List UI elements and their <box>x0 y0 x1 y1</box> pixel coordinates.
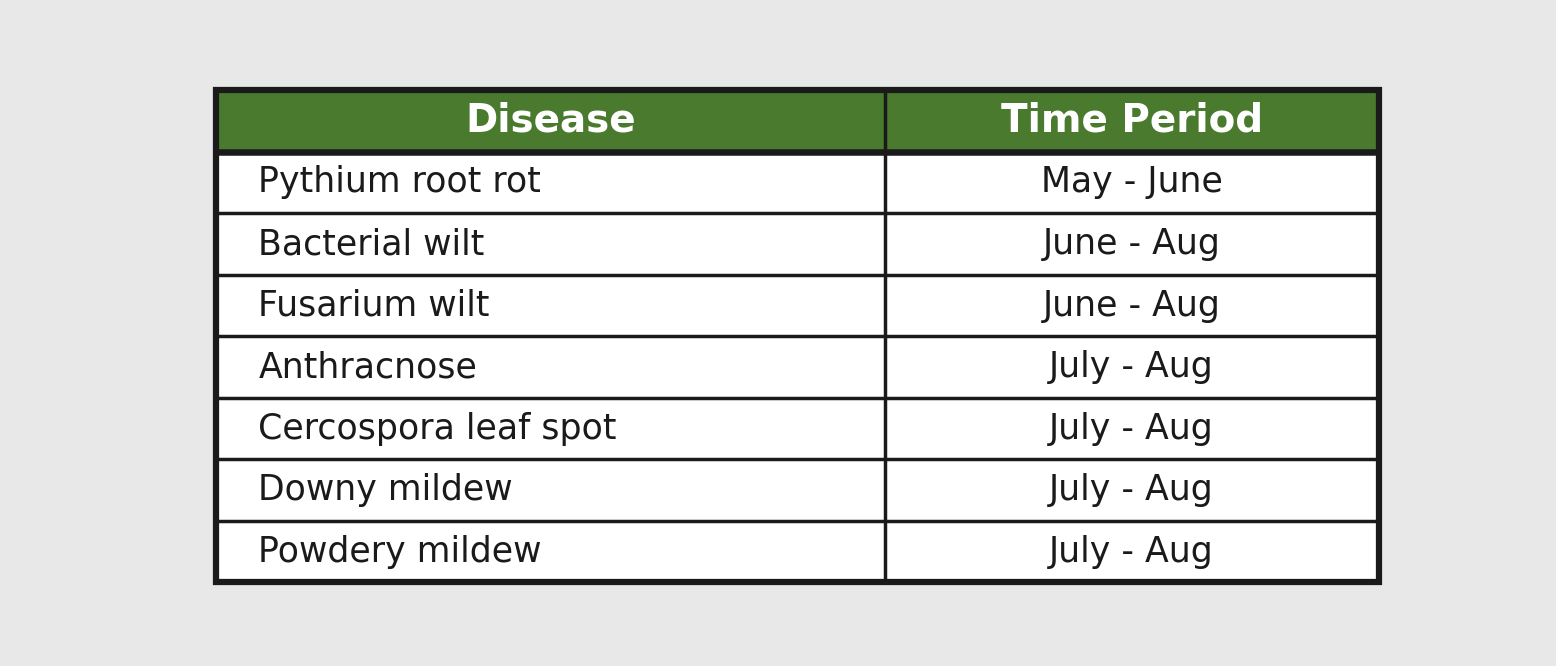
Text: Cercospora leaf spot: Cercospora leaf spot <box>258 412 616 446</box>
Text: July - Aug: July - Aug <box>1049 412 1214 446</box>
Text: Powdery mildew: Powdery mildew <box>258 535 541 569</box>
Text: July - Aug: July - Aug <box>1049 350 1214 384</box>
Text: July - Aug: July - Aug <box>1049 473 1214 507</box>
Text: July - Aug: July - Aug <box>1049 535 1214 569</box>
Text: Fusarium wilt: Fusarium wilt <box>258 288 490 322</box>
Text: June - Aug: June - Aug <box>1043 227 1220 261</box>
Text: June - Aug: June - Aug <box>1043 288 1220 322</box>
Text: Disease: Disease <box>465 102 636 140</box>
Text: Anthracnose: Anthracnose <box>258 350 478 384</box>
Text: Downy mildew: Downy mildew <box>258 473 513 507</box>
Text: May - June: May - June <box>1041 165 1223 200</box>
Text: Time Period: Time Period <box>1001 102 1263 140</box>
Text: Bacterial wilt: Bacterial wilt <box>258 227 485 261</box>
Bar <box>216 90 1379 152</box>
Text: Pythium root rot: Pythium root rot <box>258 165 541 200</box>
